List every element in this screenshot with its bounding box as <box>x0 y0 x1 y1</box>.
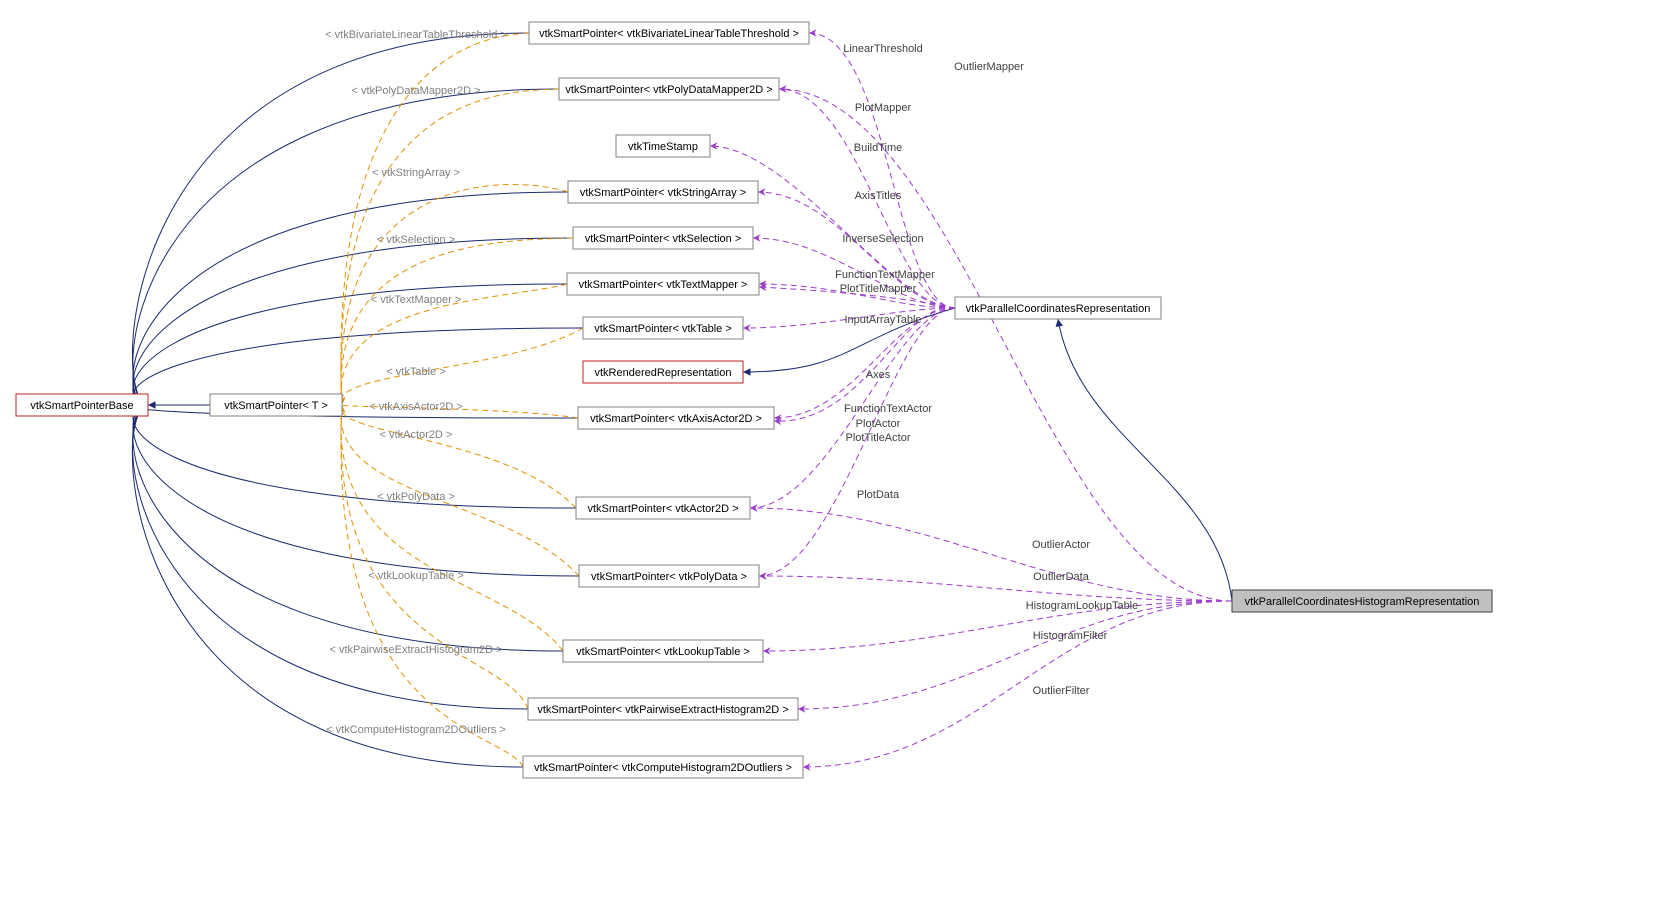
edge <box>759 576 1232 601</box>
edge-label: FunctionTextActor <box>844 403 932 415</box>
template-label: < vtkPolyDataMapper2D > <box>351 85 480 97</box>
node-label-spCHO: vtkSmartPointer< vtkComputeHistogram2DOu… <box>534 762 792 774</box>
edge-label: InverseSelection <box>842 233 923 245</box>
node-label-spTM: vtkSmartPointer< vtkTextMapper > <box>579 279 748 291</box>
template-label: < vtkComputeHistogram2DOutliers > <box>326 724 506 736</box>
node-label-spLT: vtkSmartPointer< vtkLookupTable > <box>576 646 750 658</box>
nodes: vtkSmartPointerBase vtkSmartPointer< T > v… <box>16 22 1492 778</box>
template-label: < vtkPolyData > <box>377 491 455 503</box>
edge <box>341 405 528 709</box>
edge <box>779 89 1232 601</box>
template-label: < vtkTable > <box>386 366 445 378</box>
node-label-pcr: vtkParallelCoordinatesRepresentation <box>966 303 1151 315</box>
edge-label: Axes <box>866 369 891 381</box>
edge <box>750 508 1232 601</box>
edge <box>798 601 1232 709</box>
node-label-spA2: vtkSmartPointer< vtkActor2D > <box>588 503 739 515</box>
edge-label: PlotData <box>857 489 900 501</box>
edge <box>132 405 528 709</box>
edge-label: FunctionTextMapper <box>835 269 935 281</box>
edge-label: InputArrayTable <box>844 314 921 326</box>
node-label-rend: vtkRenderedRepresentation <box>595 367 732 379</box>
template-label: < vtkActor2D > <box>380 429 453 441</box>
template-label: < vtkStringArray > <box>372 167 460 179</box>
node-label-spAx: vtkSmartPointer< vtkAxisActor2D > <box>590 413 762 425</box>
edge-label: BuildTime <box>854 142 903 154</box>
edge-label: HistogramLookupTable <box>1026 600 1139 612</box>
edge <box>803 601 1232 767</box>
edge <box>133 192 568 405</box>
edge <box>132 405 523 767</box>
template-label: < vtkAxisActor2D > <box>369 401 463 413</box>
edge-label: PlotMapper <box>855 102 912 114</box>
edge-label: PlotActor <box>856 418 901 430</box>
template-label: < vtkLookupTable > <box>368 570 463 582</box>
node-label-spPD: vtkSmartPointer< vtkPolyData > <box>591 571 747 583</box>
edge-label: OutlierMapper <box>954 61 1024 73</box>
edge <box>1058 319 1232 601</box>
edge-label: OutlierData <box>1033 571 1090 583</box>
edge <box>133 238 573 405</box>
template-label: < vtkPairwiseExtractHistogram2D > <box>330 644 503 656</box>
template-label: < vtkTextMapper > <box>371 294 462 306</box>
edge <box>133 328 583 405</box>
edge-label: PlotTitleActor <box>845 432 910 444</box>
edge <box>341 405 523 767</box>
node-label-spStr: vtkSmartPointer< vtkStringArray > <box>580 187 746 199</box>
template-label: < vtkBivariateLinearTableThreshold > <box>325 29 507 41</box>
edge <box>763 601 1232 651</box>
node-label-base: vtkSmartPointerBase <box>30 400 133 412</box>
edge <box>341 405 563 651</box>
edge <box>341 328 583 405</box>
edge-labels: LinearThreshold OutlierMapper PlotMapper Bu… <box>835 43 1138 697</box>
edge <box>133 405 579 576</box>
edge <box>341 89 559 405</box>
node-label-spPDM: vtkSmartPointer< vtkPolyDataMapper2D > <box>565 84 772 96</box>
template-labels: < vtkBivariateLinearTableThreshold > < vt… <box>325 29 507 736</box>
node-label-spPEH: vtkSmartPointer< vtkPairwiseExtractHisto… <box>537 704 788 716</box>
node-label-spSel: vtkSmartPointer< vtkSelection > <box>585 233 742 245</box>
node-label-spBiv: vtkSmartPointer< vtkBivariateLinearTable… <box>539 28 799 40</box>
collaboration-diagram: < vtkBivariateLinearTableThreshold > < vt… <box>0 0 1664 920</box>
node-label-spTbl: vtkSmartPointer< vtkTable > <box>594 323 732 335</box>
edge-label: LinearThreshold <box>843 43 923 55</box>
edge-label: OutlierFilter <box>1033 685 1090 697</box>
edge-label: OutlierActor <box>1032 539 1090 551</box>
node-label-spT: vtkSmartPointer< T > <box>224 400 328 412</box>
template-label: < vtkSelection > <box>377 234 455 246</box>
edge-label: HistogramFilter <box>1033 630 1108 642</box>
node-label-ts: vtkTimeStamp <box>628 141 698 153</box>
edge <box>133 405 578 418</box>
edge-label: AxisTitles <box>855 190 902 202</box>
edge-label: PlotTitleMapper <box>840 283 917 295</box>
node-label-pchr: vtkParallelCoordinatesHistogramRepresent… <box>1245 596 1480 608</box>
edge <box>341 238 573 405</box>
